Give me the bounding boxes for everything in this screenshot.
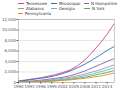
svg-text:12,000: 12,000 — [2, 17, 16, 22]
svg-text:1993: 1993 — [24, 84, 35, 89]
html-text:Alabama: Alabama — [26, 6, 44, 11]
html-text:Tennessee: Tennessee — [26, 1, 47, 6]
svg-text:0: 0 — [13, 79, 16, 85]
svg-text:2008: 2008 — [80, 84, 91, 89]
html-text:Mississippi: Mississippi — [59, 1, 81, 6]
svg-text:2011: 2011 — [91, 84, 102, 89]
svg-text:1990: 1990 — [13, 84, 24, 89]
svg-text:2005: 2005 — [69, 84, 80, 89]
svg-text:8,000: 8,000 — [5, 38, 17, 43]
svg-text:4,000: 4,000 — [5, 59, 17, 64]
html-text:N York: N York — [92, 6, 105, 11]
svg-text:1999: 1999 — [47, 84, 58, 89]
svg-text:6,000: 6,000 — [5, 48, 17, 53]
svg-text:2002: 2002 — [58, 84, 69, 89]
html-text:Pennsylvania: Pennsylvania — [24, 11, 51, 16]
svg-text:10,000: 10,000 — [2, 27, 16, 32]
svg-text:1996: 1996 — [36, 84, 47, 89]
svg-text:2,000: 2,000 — [5, 69, 17, 74]
html-text:N Hampshire: N Hampshire — [91, 1, 117, 6]
html-text:Georgia: Georgia — [59, 6, 75, 11]
svg-text:2014: 2014 — [102, 84, 113, 89]
